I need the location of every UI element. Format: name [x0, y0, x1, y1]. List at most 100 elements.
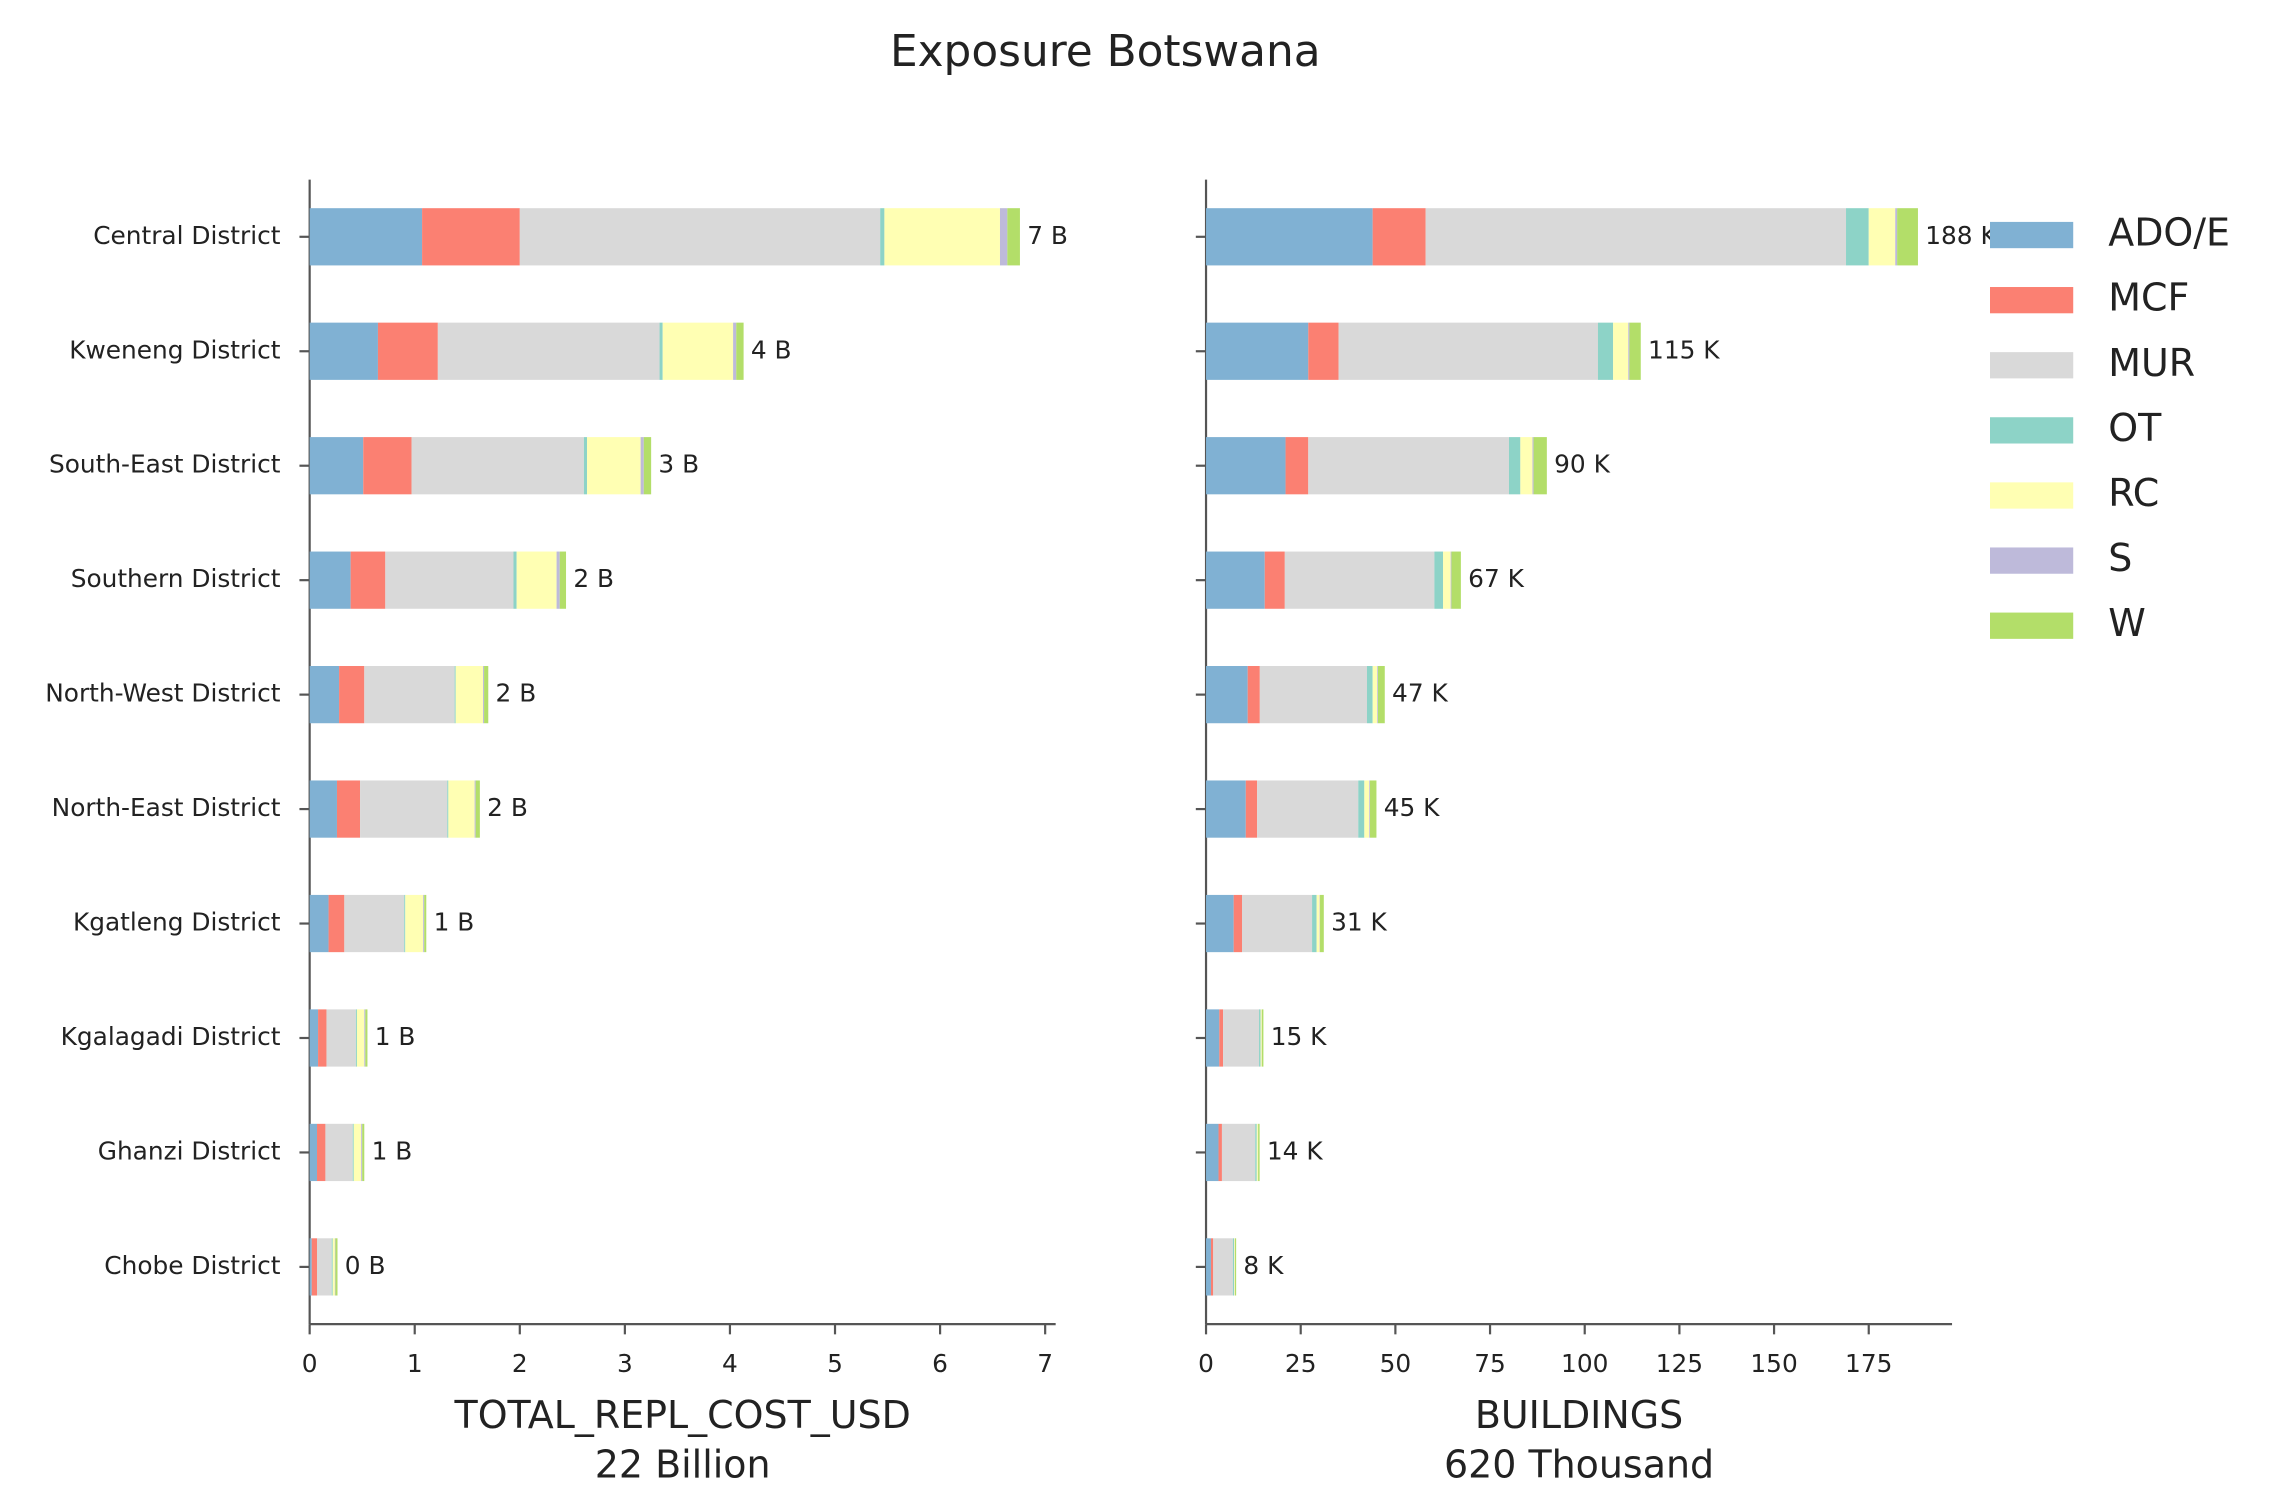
y-tick-label: Kgalagadi District: [61, 1022, 281, 1051]
bar-segment: [309, 322, 378, 380]
bar-segment: [423, 894, 425, 953]
x-axis-label: BUILDINGS: [1475, 1393, 1683, 1437]
total-label: 115 K: [1648, 335, 1720, 364]
figure-title: Exposure Botswana: [890, 26, 1321, 77]
bar-segment: [1450, 551, 1452, 609]
bar-segment: [1261, 1009, 1264, 1067]
bar-segment: [1256, 1123, 1258, 1182]
x-tick-label: 6: [932, 1349, 948, 1378]
total-label: 47 K: [1392, 679, 1448, 708]
bar-segment: [999, 208, 1008, 266]
bar-segment: [309, 1123, 318, 1182]
bar-segment: [1285, 437, 1309, 495]
bar-segment: [1895, 208, 1898, 266]
bar-segment: [519, 208, 881, 266]
bar-segment: [1372, 666, 1378, 724]
total-label: 7 B: [1027, 221, 1068, 250]
legend-swatch: [1990, 221, 2074, 249]
x-tick-label: 3: [617, 1349, 633, 1378]
bar-segment: [1597, 322, 1614, 380]
bar-segment: [1264, 551, 1285, 609]
bar-segment: [448, 780, 475, 838]
bar-segment: [1508, 437, 1521, 495]
bar-segment: [447, 780, 449, 838]
bar-segment: [385, 551, 514, 609]
x-tick-label: 7: [1037, 1349, 1053, 1378]
bar-segment: [1232, 1238, 1235, 1296]
bar-segment: [365, 1009, 368, 1067]
bar-segment: [733, 322, 737, 380]
total-label: 2 B: [487, 793, 528, 822]
bar-segment: [325, 1123, 353, 1182]
bar-segment: [353, 1123, 362, 1182]
bar-segment: [352, 1123, 354, 1182]
bar-segment: [1284, 551, 1435, 609]
bar-segment: [1532, 437, 1534, 495]
bar-segment: [1234, 1238, 1235, 1296]
bar-segment: [1007, 208, 1020, 266]
bar-segment: [884, 208, 1000, 266]
bar-segment: [1206, 1009, 1220, 1067]
bar-segment: [1629, 322, 1641, 380]
bar-segment: [363, 437, 412, 495]
bar-segment: [318, 1009, 327, 1067]
bar-segment: [1257, 780, 1359, 838]
bar-segment: [662, 322, 734, 380]
bar-segment: [1206, 666, 1248, 724]
bar-segment: [583, 437, 588, 495]
x-tick-label: 125: [1656, 1349, 1703, 1378]
bar-segment: [422, 208, 520, 266]
bar-segment: [1425, 208, 1847, 266]
total-label: 1 B: [434, 908, 475, 937]
x-axis-label-sub: 22 Billion: [595, 1443, 771, 1487]
bar-segment: [1451, 551, 1461, 609]
legend-swatch: [1990, 482, 2074, 509]
bar-segment: [454, 666, 456, 724]
bar-segment: [1255, 1123, 1257, 1182]
bar-segment: [311, 1238, 318, 1296]
bar-segment: [659, 322, 663, 380]
x-axis-label: TOTAL_REPL_COST_USD: [454, 1393, 911, 1437]
bar-segment: [1320, 894, 1324, 953]
bar-segment: [484, 666, 489, 724]
bar-segment: [1210, 1238, 1214, 1296]
bar-segment: [1206, 780, 1246, 838]
bar-segment: [437, 322, 660, 380]
total-label: 0 B: [345, 1251, 386, 1280]
bar-segment: [1370, 780, 1377, 838]
bar-segment: [356, 1009, 365, 1067]
x-tick-label: 2: [512, 1349, 528, 1378]
bar-segment: [513, 551, 517, 609]
legend-label: MCF: [2108, 276, 2189, 320]
x-tick-label: 175: [1845, 1349, 1892, 1378]
bar-segment: [364, 666, 455, 724]
bar-segment: [1377, 666, 1378, 724]
y-tick-label: Kweneng District: [69, 335, 280, 364]
bar-segment: [335, 1238, 338, 1296]
legend-swatch: [1990, 612, 2074, 639]
x-tick-label: 100: [1561, 1349, 1608, 1378]
bar-segment: [331, 1238, 333, 1296]
bar-segment: [1260, 1009, 1262, 1067]
total-label: 188 K: [1925, 221, 1997, 250]
bar-segment: [1258, 1123, 1260, 1182]
bar-segment: [1377, 666, 1385, 724]
bar-segment: [880, 208, 885, 266]
bar-segment: [377, 322, 438, 380]
total-label: 45 K: [1384, 793, 1440, 822]
bar-segment: [1443, 551, 1451, 609]
x-tick-label: 75: [1474, 1349, 1506, 1378]
bar-segment: [309, 208, 423, 266]
bar-segment: [1218, 1123, 1222, 1182]
bar-segment: [309, 1238, 312, 1296]
x-tick-label: 5: [827, 1349, 843, 1378]
bar-segment: [1206, 1123, 1219, 1182]
bar-segment: [1245, 780, 1258, 838]
x-axis-label-sub: 620 Thousand: [1444, 1443, 1714, 1487]
bar-segment: [1434, 551, 1444, 609]
total-label: 2 B: [496, 679, 537, 708]
total-label: 2 B: [573, 564, 614, 593]
y-tick-label: Southern District: [71, 564, 281, 593]
x-tick-label: 4: [722, 1349, 738, 1378]
